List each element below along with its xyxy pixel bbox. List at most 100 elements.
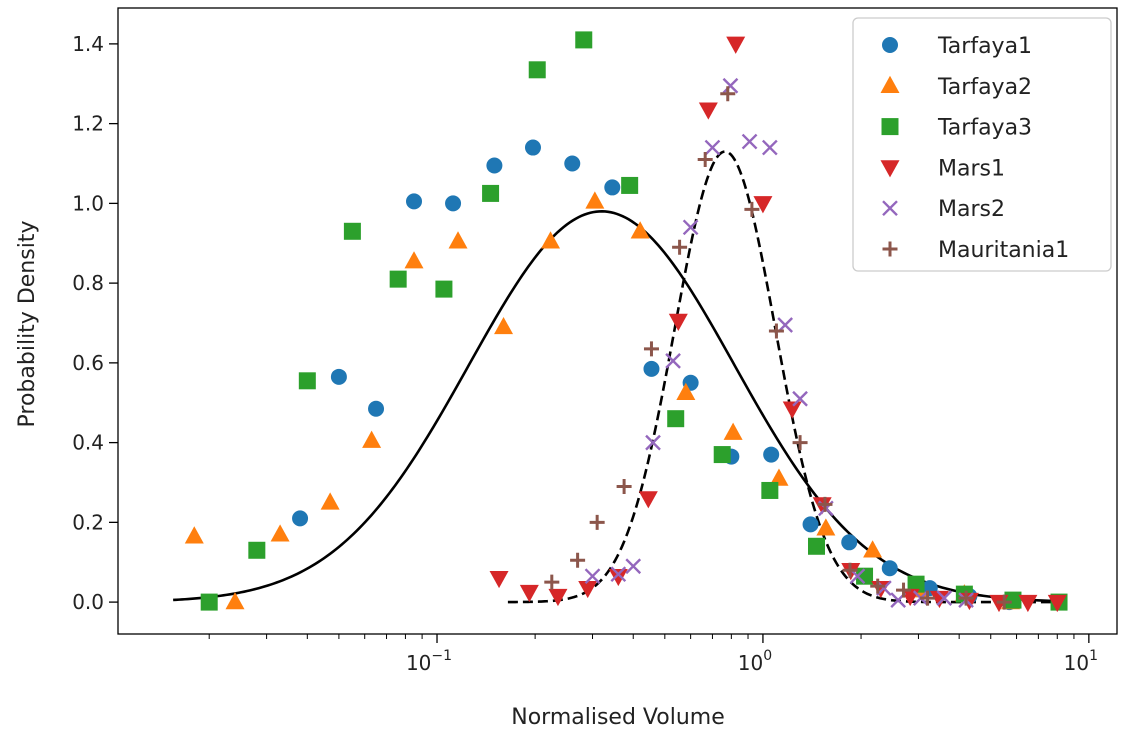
data-point [744,201,760,217]
data-point [578,580,598,599]
data-point [817,496,833,512]
data-point [763,446,780,463]
y-tick-label: 1.4 [72,32,104,56]
data-point [435,280,453,298]
legend-label: Tarfaya1 [937,34,1032,59]
y-axis: 0.0 0.2 0.4 0.6 0.8 1.0 1.2 1.4 [72,32,118,614]
data-point [528,61,546,79]
data-point [482,184,500,202]
data-point [541,231,561,249]
legend-item-tarfaya1: Tarfaya1 [882,34,1032,59]
data-point [768,323,784,339]
legend-marker [882,241,898,257]
data-point [270,524,290,542]
data-point [782,401,802,419]
x-tick-label: 10−1 [406,648,452,675]
x-axis-label: Normalised Volume [511,705,725,730]
x-axis: 10−1 100 101 [208,634,1098,675]
data-point [625,558,642,575]
data-point [722,77,739,94]
legend-item-tarfaya2: Tarfaya2 [880,75,1032,100]
data-point [486,157,503,174]
data-point [406,193,423,210]
data-point [792,435,808,451]
data-point [1018,594,1038,613]
data-point [610,566,627,583]
data-point [645,434,661,451]
data-point [544,574,560,590]
data-point [996,594,1012,610]
data-point [753,196,773,214]
y-tick-label: 0.2 [72,510,104,534]
data-point [570,552,586,568]
data-point [621,176,639,194]
data-point [792,390,808,407]
x-tick-label: 100 [738,648,772,675]
data-point [589,514,605,530]
data-point [929,590,949,609]
legend-item-mars2: Mars2 [882,197,1005,222]
data-point [842,562,858,578]
data-point [936,590,953,606]
legend-item-tarfaya3: Tarfaya3 [881,116,1032,141]
legend-label: Mauritania1 [938,238,1069,263]
data-point [816,518,836,536]
data-point [200,593,218,611]
data-point [713,446,731,464]
data-point [761,481,779,499]
y-tick-label: 0.0 [72,590,104,614]
legend: Tarfaya1 Tarfaya2 Tarfaya3 Mars1 Mars2 Maurit… [852,17,1112,272]
data-point [448,231,468,249]
data-point [841,534,858,551]
legend-marker [880,160,900,178]
data-point [958,590,974,606]
data-point [807,537,825,555]
data-point [494,316,514,335]
data-point [1047,594,1067,613]
y-tick-label: 0.4 [72,431,104,455]
data-point [630,221,650,239]
legend-item-mauritania1: Mauritania1 [882,238,1069,263]
data-point [330,368,347,385]
data-point [1004,591,1022,609]
data-point [584,568,601,585]
y-tick-label: 1.0 [72,191,104,215]
data-point [292,510,309,527]
data-point [489,570,509,589]
data-point [881,560,898,577]
data-point [638,491,658,509]
y-tick-label: 0.6 [72,351,104,375]
data-point [404,251,424,269]
data-point [564,155,581,172]
data-point [585,191,605,209]
legend-marker [880,75,900,93]
data-point [524,139,541,156]
data-point [896,582,912,598]
legend-label: Mars1 [938,156,1005,181]
data-points [184,31,1068,613]
data-point [519,584,539,603]
data-point [698,102,718,120]
data-point [604,179,621,196]
legend-marker [882,37,898,53]
legend-label: Tarfaya3 [937,116,1032,141]
data-point [548,588,568,607]
data-point [643,360,660,377]
data-point [608,568,628,587]
data-point [298,372,316,390]
data-point [362,430,382,448]
data-point [445,195,462,212]
data-point [389,270,407,288]
plot-frame [117,7,1118,635]
legend-item-mars1: Mars1 [880,156,1005,181]
data-point [368,400,385,417]
data-point [575,31,593,49]
data-point [672,239,688,255]
data-point [720,86,736,102]
y-tick-label: 1.2 [72,112,104,136]
legend-marker [882,200,898,217]
data-point [726,36,746,54]
data-point [668,313,688,331]
legend-label: Tarfaya2 [937,75,1032,100]
